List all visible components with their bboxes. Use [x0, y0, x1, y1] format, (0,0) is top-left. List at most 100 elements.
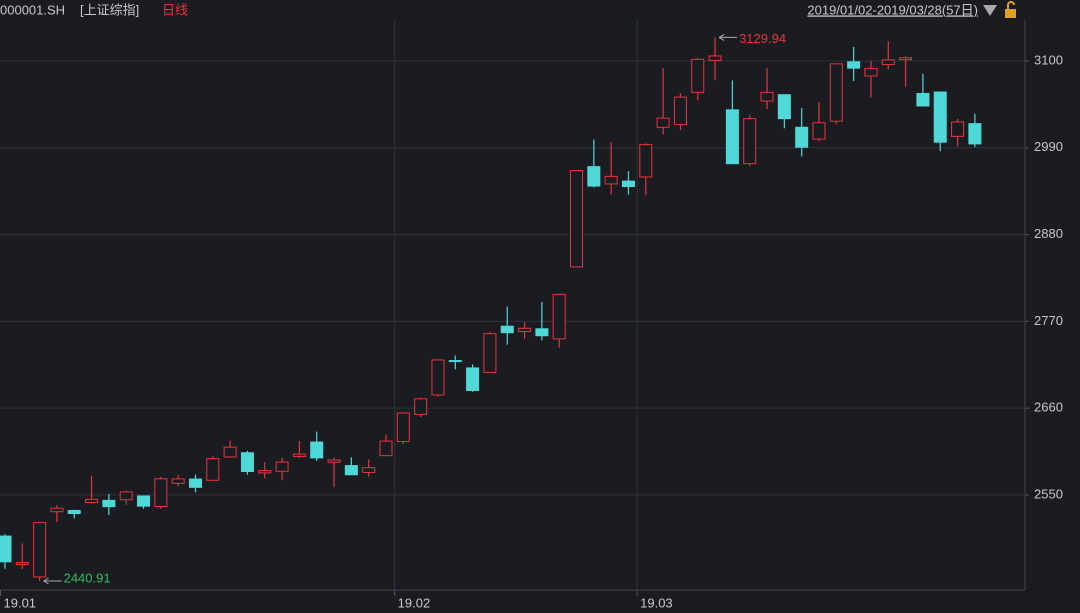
candle-body [258, 469, 272, 474]
candle-body [604, 175, 618, 185]
candle-body [691, 58, 705, 93]
lock-icon[interactable] [1005, 1, 1016, 18]
candle [518, 322, 532, 339]
candle-body [500, 325, 514, 334]
candle [85, 475, 99, 504]
candle [777, 94, 791, 129]
candle-body [483, 333, 497, 373]
candle [15, 543, 29, 570]
candle-body [518, 327, 532, 333]
candle [847, 46, 861, 81]
y-tick-label: 2990 [1034, 139, 1063, 154]
candle-body [67, 509, 81, 515]
candle [275, 457, 289, 481]
candle-body [50, 507, 64, 513]
candle-body [379, 440, 393, 457]
candle-body [916, 92, 930, 107]
candle-body [466, 367, 480, 391]
candle-body [725, 109, 739, 165]
candle-body [448, 360, 462, 363]
candle-body [933, 91, 947, 143]
candle [881, 41, 895, 70]
annotation-arrow [718, 33, 738, 41]
candle [206, 456, 220, 481]
candle-body [535, 328, 549, 337]
candle-body [431, 359, 445, 396]
candle [743, 114, 757, 167]
candle [0, 534, 12, 569]
candle [310, 431, 324, 461]
candle-body [223, 446, 237, 458]
annotation-arrow [43, 577, 62, 585]
annotation-label: 3129.94 [739, 31, 786, 46]
candle-body [656, 117, 670, 128]
candle [552, 293, 566, 348]
candle-body [362, 467, 376, 473]
chart-title: [上证综指] [80, 2, 139, 17]
date-range[interactable]: 2019/01/02-2019/03/28(57日) [807, 2, 978, 17]
annotation-label: 2440.91 [64, 570, 111, 585]
candle [951, 119, 965, 147]
x-tick-label: 19.02 [398, 595, 431, 610]
candle-body [673, 96, 687, 126]
candle [691, 57, 705, 101]
candle [223, 440, 237, 459]
candle [604, 141, 618, 195]
candle [968, 113, 982, 148]
candle-body [881, 59, 895, 66]
candle-body [639, 144, 653, 178]
candle [899, 56, 913, 87]
candle [864, 60, 878, 98]
candle [829, 63, 843, 125]
candle-body [743, 118, 757, 165]
candle [67, 509, 81, 519]
candle [327, 457, 341, 488]
period-label[interactable]: 日线 [162, 2, 188, 17]
candle-body [570, 169, 584, 268]
x-tick-label: 19.01 [4, 595, 37, 610]
dropdown-arrow[interactable] [983, 5, 997, 16]
candle [812, 102, 826, 142]
candle [570, 169, 584, 268]
candle-body [864, 67, 878, 77]
x-tick-label: 19.03 [640, 595, 673, 610]
candle [431, 359, 445, 397]
candle [292, 440, 306, 459]
candle-body [847, 61, 861, 69]
y-tick-label: 2880 [1034, 226, 1063, 241]
candle [396, 412, 410, 445]
candle [171, 474, 185, 487]
candle [344, 457, 358, 476]
candle [119, 490, 133, 505]
candle [656, 68, 670, 135]
candle-body [137, 495, 151, 507]
candle-body [0, 535, 12, 563]
candle [639, 143, 653, 196]
candle-body [206, 458, 220, 481]
symbol: 000001.SH [0, 2, 65, 17]
y-tick-label: 3100 [1034, 52, 1063, 67]
candle [240, 450, 254, 475]
candle-body [275, 461, 289, 472]
candle-body [795, 126, 809, 148]
candle-body [396, 412, 410, 443]
candle-body [899, 57, 913, 61]
candle [621, 171, 635, 195]
candle [379, 434, 393, 457]
candle [795, 108, 809, 157]
candle-body [154, 478, 168, 507]
candle [535, 301, 549, 341]
candle-body [414, 398, 428, 415]
candle [587, 139, 601, 188]
candle-body [292, 453, 306, 457]
candle [154, 476, 168, 509]
candle-body [951, 121, 965, 137]
y-tick-label: 2550 [1034, 486, 1063, 501]
candle-body [760, 91, 774, 102]
candle-body [327, 459, 341, 463]
candle-body [85, 498, 99, 503]
candle [258, 462, 272, 479]
candle-body [552, 293, 566, 340]
candle [50, 505, 64, 523]
